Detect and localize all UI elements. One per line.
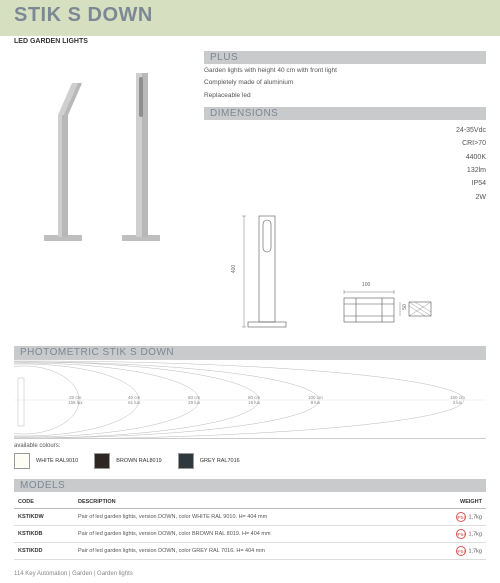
page-footer: 114 Key Automation | Garden | Garden lig… xyxy=(14,571,133,577)
spec-item: 4400K xyxy=(204,151,486,164)
header-band: STIK S DOWN xyxy=(0,0,500,36)
plus-item: Completely made of aluminium xyxy=(204,78,486,88)
cell-weight: IP541,7kg xyxy=(416,508,486,525)
swatch-grey xyxy=(178,453,194,469)
pm-lux: 3 lux xyxy=(453,400,463,405)
col-code: CODE xyxy=(14,496,74,509)
pm-lux: 29 lux xyxy=(188,400,200,405)
cell-weight: IP541,7kg xyxy=(416,525,486,542)
spec-item: IP54 xyxy=(204,177,486,190)
swatch-white xyxy=(14,453,30,469)
cell-desc: Pair of led garden lights, version DOWN,… xyxy=(74,542,416,559)
models-heading: MODELS xyxy=(20,480,65,491)
right-column: PLUS Garden lights with height 40 cm wit… xyxy=(194,45,486,340)
photometric-heading: PHOTOMETRIC STIK S DOWN xyxy=(20,347,174,358)
page-title: STIK S DOWN xyxy=(14,4,486,27)
ip-icon: IP54 xyxy=(456,512,466,522)
weight-value: 1,7kg xyxy=(469,514,482,520)
photometric-diagram: 20 cm 155 lux 40 cm 61 lux 60 cm 29 lux … xyxy=(14,359,486,439)
ip-icon: IP54 xyxy=(456,529,466,539)
dim-height: 400 xyxy=(231,265,237,273)
swatch-name: WHITE RAL9010 xyxy=(36,458,78,464)
table-row: KSTIKDB Pair of led garden lights, versi… xyxy=(14,525,486,542)
colour-swatch-row: WHITE RAL9010 BROWN RAL8019 GREY RAL7016 xyxy=(0,453,500,473)
colour-swatches: available colours: xyxy=(0,439,500,453)
weight-value: 1,7kg xyxy=(469,548,482,554)
cell-weight: IP541,7kg xyxy=(416,542,486,559)
plus-heading-bar: PLUS xyxy=(204,51,486,64)
pm-lux: 8 lux xyxy=(311,400,321,405)
cell-code: KSTIKDD xyxy=(14,542,74,559)
left-column xyxy=(14,45,194,340)
swatch-name: BROWN RAL8019 xyxy=(116,458,162,464)
cell-desc: Pair of led garden lights, version DOWN,… xyxy=(74,525,416,542)
photometric-heading-bar: PHOTOMETRIC STIK S DOWN xyxy=(14,346,486,359)
table-row: KSTIKDD Pair of led garden lights, versi… xyxy=(14,542,486,559)
weight-value: 1,7kg xyxy=(469,531,482,537)
models-heading-bar: MODELS xyxy=(14,479,486,492)
plus-list: Garden lights with height 40 cm with fro… xyxy=(204,66,486,101)
pm-lux: 61 lux xyxy=(128,400,140,405)
pm-lux: 15 lux xyxy=(248,400,260,405)
product-render xyxy=(14,55,194,255)
models-table: CODE DESCRIPTION WEIGHT KSTIKDW Pair of … xyxy=(14,496,486,560)
table-row: KSTIKDW Pair of led garden lights, versi… xyxy=(14,508,486,525)
table-header-row: CODE DESCRIPTION WEIGHT xyxy=(14,496,486,509)
dim-width: 100 xyxy=(362,282,370,288)
spec-item: CRI>70 xyxy=(204,137,486,150)
cell-code: KSTIKDB xyxy=(14,525,74,542)
dimensions-heading: DIMENSIONS xyxy=(210,108,278,119)
col-desc: DESCRIPTION xyxy=(74,496,416,509)
specs-list: 24-35Vdc CRI>70 4400K 132lm IP54 2W xyxy=(204,124,486,204)
cell-code: KSTIKDW xyxy=(14,508,74,525)
swatch-name: GREY RAL7016 xyxy=(200,458,240,464)
page-subtitle: LED GARDEN LIGHTS xyxy=(0,36,500,45)
plus-item: Replaceable led xyxy=(204,91,486,101)
ip-icon: IP54 xyxy=(456,546,466,556)
cell-desc: Pair of led garden lights, version DOWN,… xyxy=(74,508,416,525)
colours-label: available colours: xyxy=(14,443,60,449)
technical-drawing: 400 100 50 xyxy=(204,210,486,340)
spec-item: 2W xyxy=(204,191,486,204)
main-content: PLUS Garden lights with height 40 cm wit… xyxy=(0,45,500,340)
plus-item: Garden lights with height 40 cm with fro… xyxy=(204,66,486,76)
plus-heading: PLUS xyxy=(210,52,238,63)
dim-base: 50 xyxy=(402,304,408,310)
col-weight: WEIGHT xyxy=(416,496,486,509)
pm-lux: 155 lux xyxy=(68,400,83,405)
dimensions-heading-bar: DIMENSIONS xyxy=(204,107,486,120)
swatch-brown xyxy=(94,453,110,469)
spec-item: 24-35Vdc xyxy=(204,124,486,137)
spec-item: 132lm xyxy=(204,164,486,177)
